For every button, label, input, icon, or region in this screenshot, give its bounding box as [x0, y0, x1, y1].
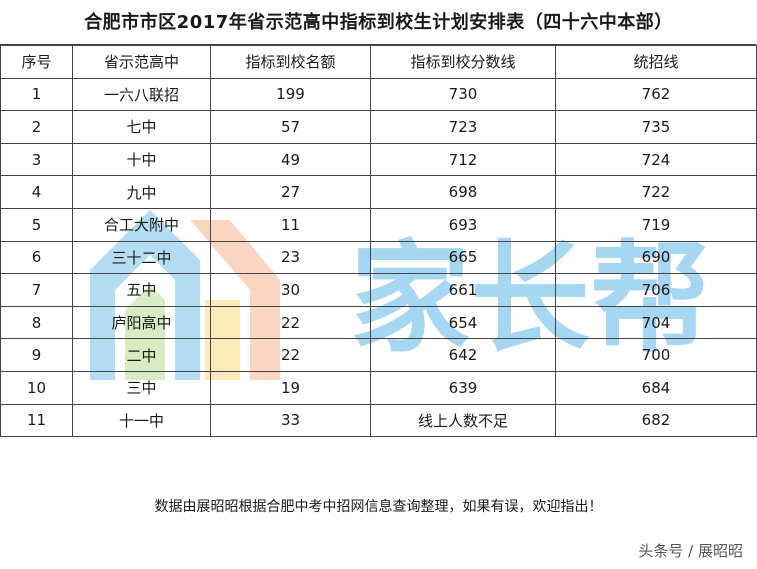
table-cell: 661	[370, 273, 556, 307]
table-cell: 庐阳高中	[72, 305, 211, 340]
table-row: 5 合工大附中 11 693 719	[0, 207, 757, 242]
table-cell: 5	[0, 207, 73, 242]
header-cell: 省示范高中	[72, 45, 211, 79]
table-cell: 33	[210, 403, 371, 438]
header-cell: 统招线	[555, 45, 757, 79]
table-cell: 3	[0, 142, 73, 177]
table-cell: 8	[0, 305, 73, 340]
table-cell: 23	[210, 240, 371, 275]
table-cell: 1	[0, 77, 73, 112]
table-cell: 6	[0, 240, 73, 275]
table-cell: 693	[370, 207, 556, 242]
table-cell: 654	[370, 305, 556, 340]
source-label: 头条号 / 展昭昭	[638, 542, 743, 560]
footer-note: 数据由展昭昭根据合肥中考中招网信息查询整理，如果有误，欢迎指出！	[154, 499, 603, 515]
table-header-row: 序号 省示范高中 指标到校名额 指标到校分数线 统招线	[0, 45, 757, 79]
table-cell: 735	[555, 110, 757, 144]
table-cell: 合工大附中	[72, 207, 211, 242]
table-body: 1 一六八联招 199 730 762 2 七中 57 723 735 3 十中 49 712 724 4 九中…	[0, 77, 757, 438]
table-row: 3 十中 49 712 724	[0, 142, 757, 177]
table-row: 2 七中 57 723 735	[0, 110, 757, 144]
table-cell: 19	[210, 370, 371, 405]
table-cell: 11	[210, 207, 371, 242]
table-cell: 698	[370, 175, 556, 209]
table-cell: 10	[0, 370, 73, 405]
table-cell: 九中	[72, 175, 211, 209]
table-cell: 五中	[72, 273, 211, 307]
table-cell: 706	[555, 273, 757, 307]
table-cell: 690	[555, 240, 757, 275]
table-row: 6 三十二中 23 665 690	[0, 240, 757, 275]
table-row: 11 十一中 33 线上人数不足 682	[0, 403, 757, 438]
table-cell: 七中	[72, 110, 211, 144]
table-cell: 4	[0, 175, 73, 209]
table-cell: 22	[210, 338, 371, 372]
table-cell: 9	[0, 338, 73, 372]
table-cell: 719	[555, 207, 757, 242]
table-cell: 二中	[72, 338, 211, 372]
table-cell: 27	[210, 175, 371, 209]
admission-table: 序号 省示范高中 指标到校名额 指标到校分数线 统招线 1 一六八联招 199 730…	[0, 45, 757, 438]
table-cell: 22	[210, 305, 371, 340]
table-row: 8 庐阳高中 22 654 704	[0, 305, 757, 340]
table-cell: 682	[555, 403, 757, 438]
table-cell: 639	[370, 370, 556, 405]
table-top-border	[0, 44, 756, 45]
table-row: 4 九中 27 698 722	[0, 175, 757, 209]
table-row: 7 五中 30 661 706	[0, 273, 757, 307]
page-title: 合肥市市区2017年省示范高中指标到校生计划安排表（四十六中本部）	[84, 12, 673, 33]
table-cell: 642	[370, 338, 556, 372]
table-cell: 684	[555, 370, 757, 405]
table-cell: 30	[210, 273, 371, 307]
table-row: 9 二中 22 642 700	[0, 338, 757, 372]
table-cell: 712	[370, 142, 556, 177]
header-cell: 指标到校分数线	[370, 45, 556, 79]
table-cell: 704	[555, 305, 757, 340]
table-cell: 一六八联招	[72, 77, 211, 112]
table-cell: 三中	[72, 370, 211, 405]
table-cell: 730	[370, 77, 556, 112]
header-cell: 指标到校名额	[210, 45, 371, 79]
table-cell: 线上人数不足	[370, 403, 556, 438]
table-cell: 2	[0, 110, 73, 144]
header-cell: 序号	[0, 45, 73, 79]
table-cell: 十中	[72, 142, 211, 177]
table-cell: 722	[555, 175, 757, 209]
table-row: 1 一六八联招 199 730 762	[0, 77, 757, 112]
table-row: 10 三中 19 639 684	[0, 370, 757, 405]
table-cell: 49	[210, 142, 371, 177]
table-cell: 11	[0, 403, 73, 438]
table-cell: 十一中	[72, 403, 211, 438]
table-cell: 7	[0, 273, 73, 307]
table-cell: 723	[370, 110, 556, 144]
table-cell: 665	[370, 240, 556, 275]
table-cell: 57	[210, 110, 371, 144]
table-cell: 762	[555, 77, 757, 112]
table-cell: 199	[210, 77, 371, 112]
table-cell: 700	[555, 338, 757, 372]
table-cell: 724	[555, 142, 757, 177]
table-cell: 三十二中	[72, 240, 211, 275]
